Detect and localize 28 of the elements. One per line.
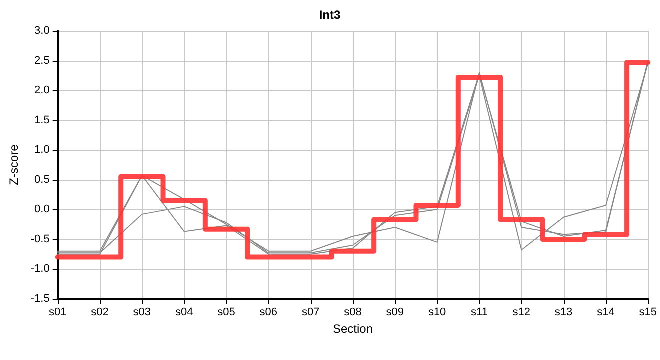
x-tick-label: s12 <box>512 306 531 318</box>
y-axis-title: Z-score <box>7 144 21 186</box>
x-tick-label: s01 <box>48 306 67 318</box>
x-tick-label: s03 <box>133 306 152 318</box>
x-tick-label: s08 <box>344 306 362 318</box>
x-axis-title: Section <box>332 322 374 336</box>
y-tick-label: 2.0 <box>34 84 50 97</box>
x-tick-label: s11 <box>471 306 488 318</box>
x-tick-label: s14 <box>597 306 615 318</box>
x-tick-label: s07 <box>302 306 320 318</box>
x-tick-label: s09 <box>386 306 404 318</box>
y-tick-label: -1.0 <box>30 263 50 276</box>
y-tick-label: 0.5 <box>34 174 50 186</box>
x-tick-label: s06 <box>260 306 278 318</box>
y-tick-label: 1.5 <box>34 114 50 126</box>
y-tick-label: 0.0 <box>34 204 50 216</box>
y-tick-label: -0.5 <box>30 233 50 246</box>
y-tick-label: 3.0 <box>34 25 50 37</box>
chart-title: Int3 <box>319 8 341 22</box>
y-tick-label: 2.5 <box>34 54 50 67</box>
x-tick-label: s02 <box>91 306 109 318</box>
x-tick-label: s04 <box>175 306 194 318</box>
x-tick-label: s05 <box>218 306 236 318</box>
x-tick-label: s15 <box>639 306 658 318</box>
x-tick-label: s10 <box>428 306 446 318</box>
y-tick-label: -1.5 <box>30 293 50 305</box>
y-tick-label: 1.0 <box>34 144 50 156</box>
x-tick-label: s13 <box>554 306 573 318</box>
